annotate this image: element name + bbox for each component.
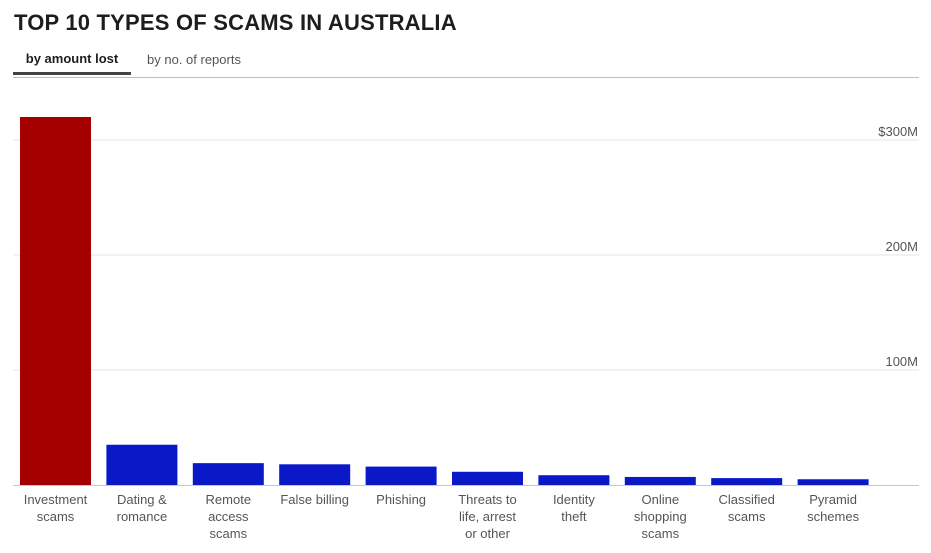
bar-7[interactable] (624, 476, 696, 485)
bar-3[interactable] (279, 464, 351, 485)
x-tick-label-line: Dating & (117, 492, 167, 507)
x-tick-label: Phishing (376, 492, 426, 507)
y-tick-label: $300M (878, 124, 918, 139)
x-tick-label: Dating & romance (117, 492, 168, 524)
x-tick-label: False billing (280, 492, 349, 507)
x-tick-label-line: Investment (24, 492, 88, 507)
bar-1[interactable] (106, 444, 178, 485)
chart-title: TOP 10 TYPES OF SCAMS IN AUSTRALIA (14, 10, 457, 35)
x-tick-label-line: Threats to (458, 492, 517, 507)
tab-bar: by amount lost by no. of reports (13, 44, 919, 78)
bar-6[interactable] (538, 475, 610, 485)
x-tick-label-line: shopping (634, 509, 687, 524)
x-tick-label: Pyramid schemes (807, 492, 860, 524)
bar-2[interactable] (192, 463, 264, 485)
x-tick-label-line: scams (37, 509, 75, 524)
x-tick-label: Classified scams (719, 492, 775, 524)
x-tick-label-line: Remote (206, 492, 252, 507)
x-tick-label-line: scams (728, 509, 766, 524)
x-tick-label-line: Identity (553, 492, 595, 507)
x-tick-label-line: Online (642, 492, 680, 507)
x-tick-label-line: Classified (719, 492, 775, 507)
x-tick-label-line: Phishing (376, 492, 426, 507)
bar-0[interactable] (20, 117, 91, 485)
x-tick-label-line: life, arrest (459, 509, 516, 524)
x-tick-label-line: False billing (280, 492, 349, 507)
x-tick-label-line: scams (642, 526, 680, 541)
x-tick-label: Remote access scams (206, 492, 252, 541)
bar-4[interactable] (365, 466, 437, 485)
bar-5[interactable] (452, 471, 523, 485)
x-tick-label-line: romance (117, 509, 168, 524)
bar-9[interactable] (797, 479, 869, 485)
tab-by-amount-lost[interactable]: by amount lost (13, 44, 131, 75)
y-tick-label: 100M (885, 354, 918, 369)
x-tick-label-line: scams (210, 526, 248, 541)
bar-8[interactable] (711, 478, 783, 485)
x-tick-label-line: Pyramid (809, 492, 857, 507)
x-tick-label-line: theft (561, 509, 587, 524)
y-tick-label: 200M (885, 239, 918, 254)
x-tick-label: Threats to life, arrest or other (458, 492, 517, 541)
tab-by-no-of-reports[interactable]: by no. of reports (135, 44, 253, 75)
x-tick-label: Identity theft (553, 492, 595, 524)
x-tick-label-line: or other (465, 526, 510, 541)
x-tick-label: Investment scams (24, 492, 88, 524)
x-tick-label: Online shopping scams (634, 492, 687, 541)
x-tick-label-line: schemes (807, 509, 860, 524)
x-tick-label-line: access (208, 509, 249, 524)
